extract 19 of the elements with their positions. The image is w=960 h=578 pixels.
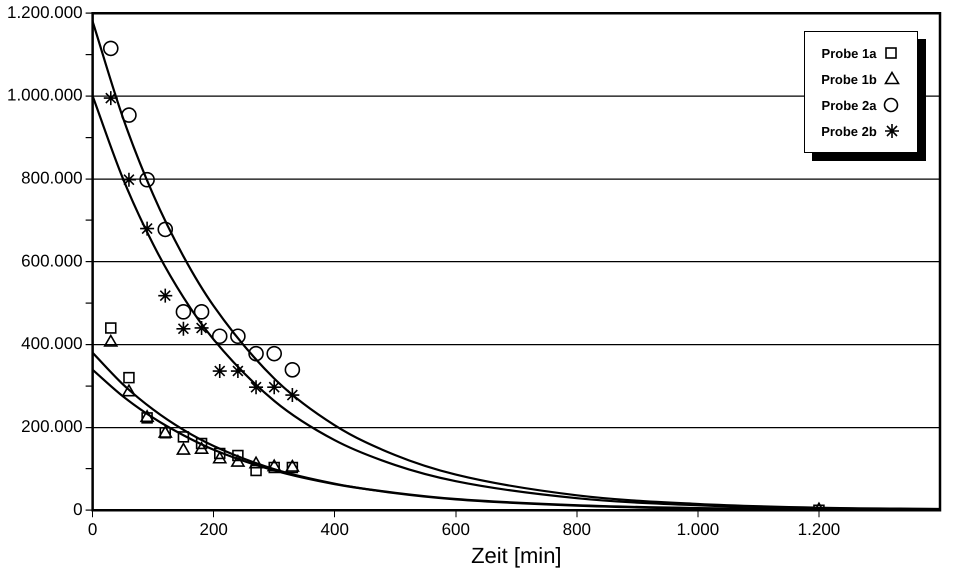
x-tick-label: 800	[562, 520, 592, 540]
y-tick-label: 1.200.000	[6, 2, 83, 22]
legend-label: Probe 1b	[821, 72, 877, 87]
legend-label: Probe 1a	[822, 46, 876, 61]
x-tick-label: 1.200	[798, 520, 840, 540]
x-tick-label: 400	[320, 520, 349, 540]
y-tick-label: 400.000	[21, 334, 83, 354]
x-tick-label: 600	[442, 520, 470, 540]
y-tick-label: 800.000	[21, 168, 83, 188]
x-axis-title: Zeit [min]	[471, 542, 562, 568]
legend-label: Probe 2a	[822, 98, 876, 113]
legend-label: Probe 2b	[821, 124, 877, 139]
x-tick-label: 200	[199, 520, 228, 540]
y-tick-label: 1.000.000	[6, 86, 83, 105]
x-tick-label: 1.000	[676, 520, 720, 540]
y-tick-label: 0	[73, 500, 83, 519]
y-tick-label: 200.000	[21, 417, 83, 436]
x-tick-label: 0	[88, 520, 98, 540]
y-tick-label: 600.000	[21, 251, 83, 270]
